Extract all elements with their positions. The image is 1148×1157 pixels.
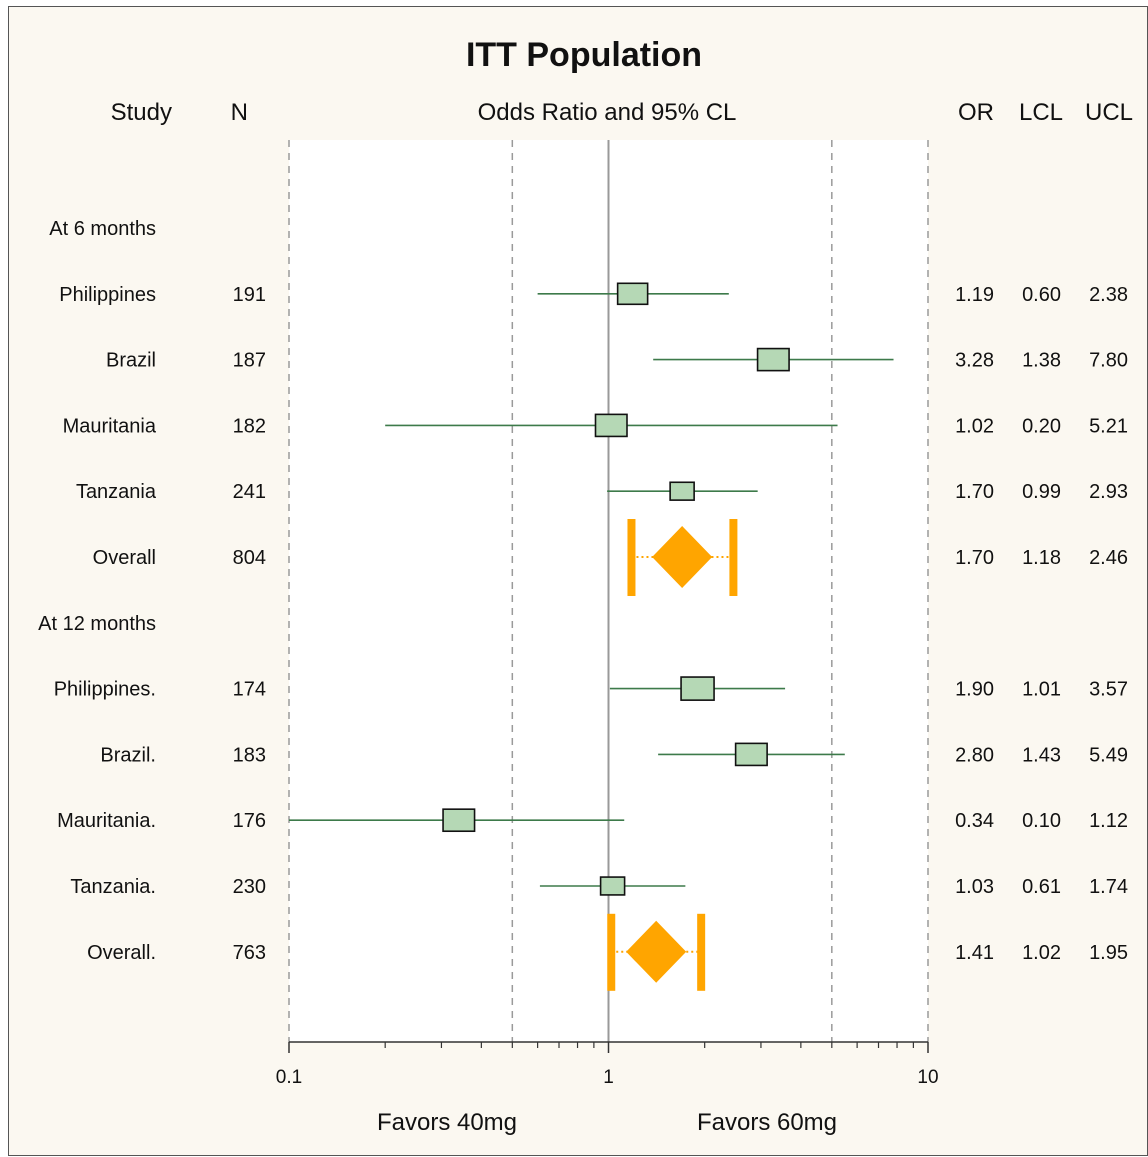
lcl-value: 1.43 (1022, 744, 1061, 766)
ucl-value: 2.93 (1089, 481, 1128, 503)
ucl-value: 3.57 (1089, 679, 1128, 701)
overall-ci-upper-bar (729, 519, 738, 596)
overall-ci-upper-bar (697, 913, 706, 991)
n-value: 804 (233, 547, 266, 569)
or-value: 1.90 (955, 679, 994, 701)
favors-right-label: Favors 60mg (697, 1109, 837, 1136)
study-label: Brazil (106, 350, 156, 372)
ucl-value: 1.74 (1089, 876, 1128, 898)
favors-left-label: Favors 40mg (377, 1109, 517, 1136)
chart-title: ITT Population (466, 36, 702, 74)
ucl-value: 5.21 (1089, 415, 1128, 437)
overall-diamond (626, 920, 687, 983)
study-label: Mauritania (63, 415, 157, 437)
point-estimate-square (669, 481, 695, 501)
x-tick-label: 0.1 (276, 1067, 302, 1088)
study-label: Philippines (59, 284, 156, 306)
lcl-value: 1.38 (1022, 350, 1061, 372)
study-label: Philippines. (54, 679, 156, 701)
or-value: 1.70 (955, 481, 994, 503)
x-tick-label: 1 (603, 1067, 614, 1088)
header-n: N (231, 99, 248, 126)
group-label: At 12 months (38, 613, 156, 635)
n-value: 763 (233, 942, 266, 964)
row-labels: At 6 months Philippines 191 1.19 0.60 2.38 Bra… (38, 218, 1128, 964)
n-value: 174 (233, 679, 266, 701)
n-value: 241 (233, 481, 266, 503)
group-label: At 6 months (49, 218, 156, 240)
or-value: 0.34 (955, 810, 994, 832)
header-or: OR (958, 99, 994, 126)
study-label: Tanzania. (70, 876, 156, 898)
ucl-value: 2.38 (1089, 284, 1128, 306)
ucl-value: 1.12 (1089, 810, 1128, 832)
lcl-value: 0.10 (1022, 810, 1061, 832)
n-value: 183 (233, 744, 266, 766)
point-estimate-square (680, 676, 715, 701)
or-value: 1.70 (955, 547, 994, 569)
overall-ci-lower-bar (627, 519, 636, 596)
ucl-value: 1.95 (1089, 942, 1128, 964)
point-estimate-square (442, 808, 476, 833)
point-estimate-square (599, 876, 626, 896)
overall-diamond (652, 526, 713, 588)
n-value: 230 (233, 876, 266, 898)
study-label: Mauritania. (57, 810, 156, 832)
study-label: Overall (93, 547, 156, 569)
x-axis: 0.1 1 10 (276, 1041, 939, 1088)
header-plot: Odds Ratio and 95% CL (478, 99, 737, 126)
point-estimate-square (594, 413, 628, 438)
x-tick-label: 10 (917, 1067, 938, 1088)
lcl-value: 1.18 (1022, 547, 1061, 569)
n-value: 187 (233, 350, 266, 372)
point-estimate-square (616, 282, 649, 306)
lcl-value: 0.99 (1022, 481, 1061, 503)
or-value: 3.28 (955, 350, 994, 372)
lcl-value: 0.60 (1022, 284, 1061, 306)
forest-marks (289, 282, 894, 991)
overall-ci-lower-bar (607, 913, 616, 991)
ucl-value: 7.80 (1089, 350, 1128, 372)
n-value: 191 (233, 284, 266, 306)
header-ucl: UCL (1085, 99, 1133, 126)
lcl-value: 1.02 (1022, 942, 1061, 964)
ucl-value: 2.46 (1089, 547, 1128, 569)
or-value: 1.41 (955, 942, 994, 964)
or-value: 1.02 (955, 415, 994, 437)
lcl-value: 0.61 (1022, 876, 1061, 898)
ucl-value: 5.49 (1089, 744, 1128, 766)
or-value: 1.03 (955, 876, 994, 898)
or-value: 2.80 (955, 744, 994, 766)
point-estimate-square (756, 347, 790, 372)
n-value: 182 (233, 415, 266, 437)
header-lcl: LCL (1019, 99, 1063, 126)
study-label: Tanzania (76, 481, 157, 503)
point-estimate-square (734, 742, 768, 767)
study-label: Overall. (87, 942, 156, 964)
lcl-value: 0.20 (1022, 415, 1061, 437)
or-value: 1.19 (955, 284, 994, 306)
n-value: 176 (233, 810, 266, 832)
lcl-value: 1.01 (1022, 679, 1061, 701)
study-label: Brazil. (100, 744, 156, 766)
header-study: Study (111, 99, 172, 126)
